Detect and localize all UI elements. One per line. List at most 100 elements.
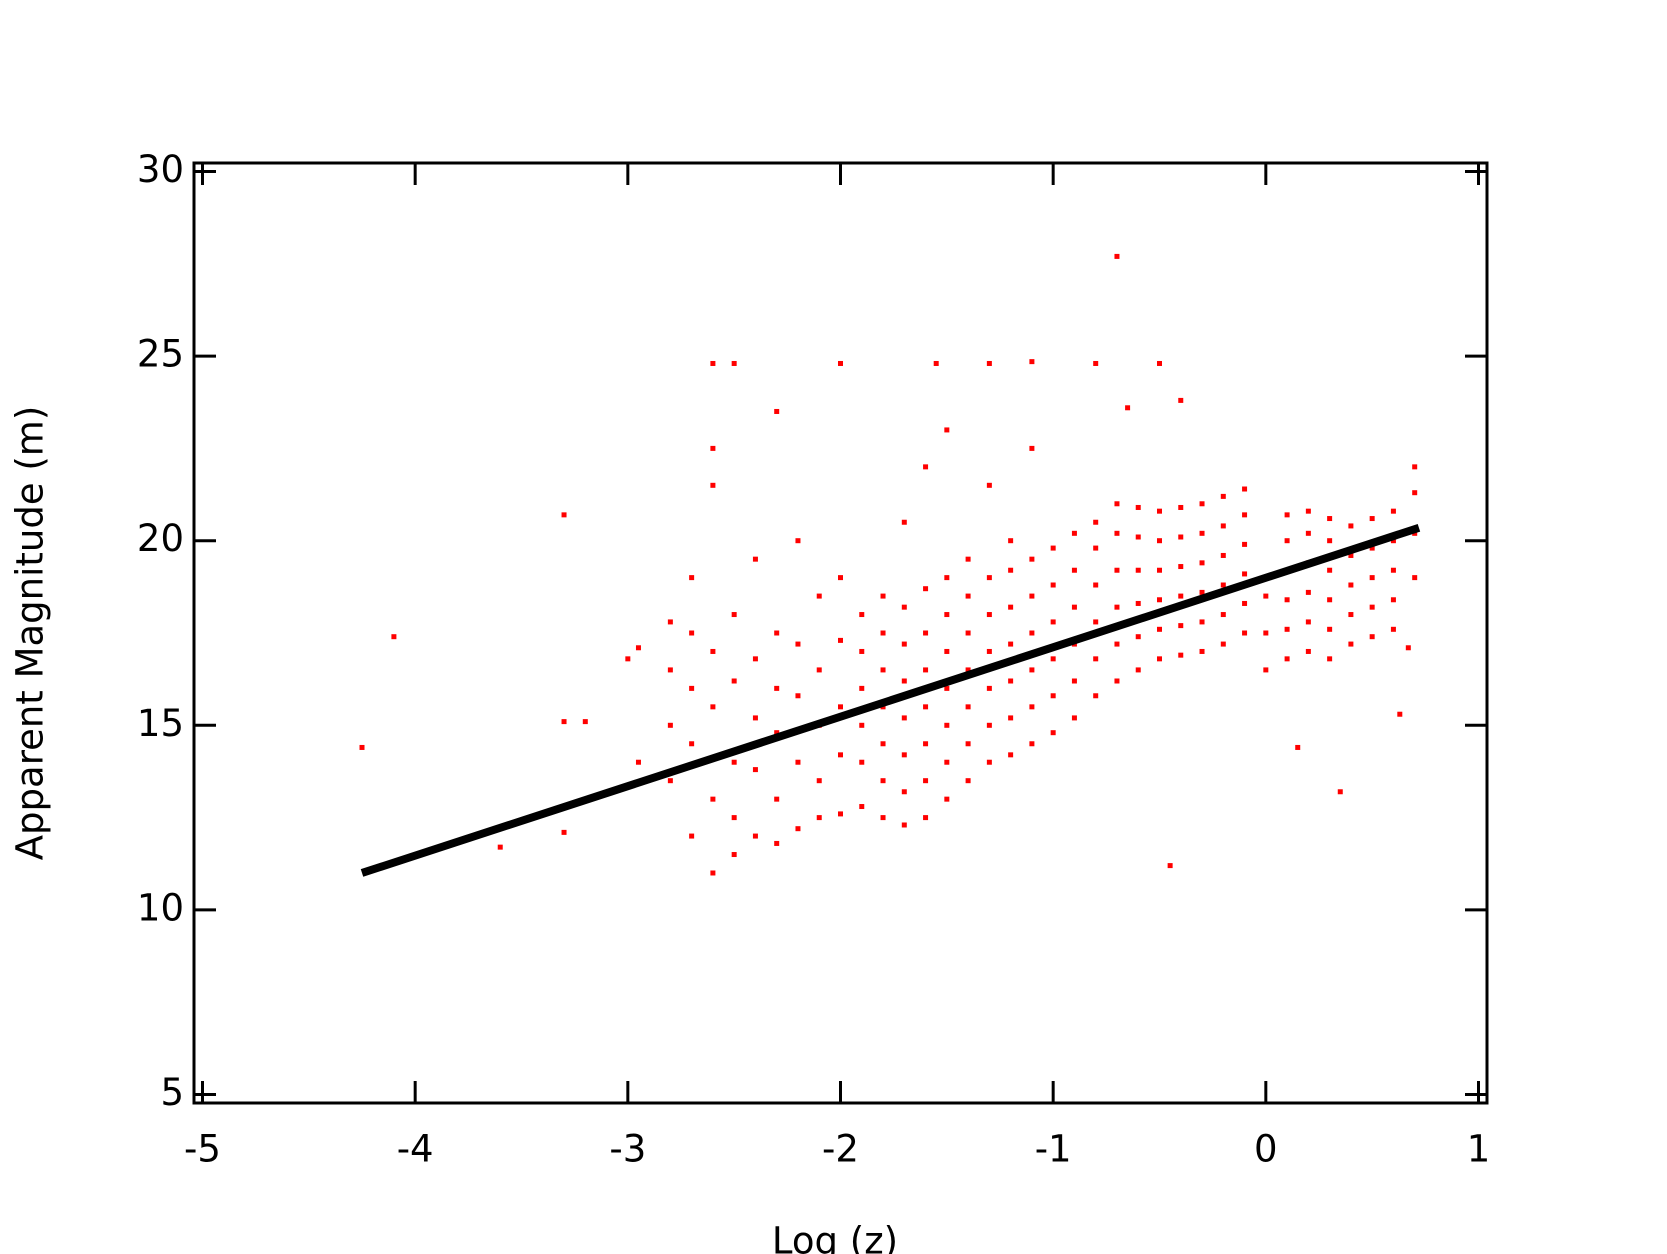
point xyxy=(1050,619,1056,625)
x-axis-label: Log (z) xyxy=(772,1220,898,1254)
point xyxy=(944,796,950,802)
point xyxy=(816,667,822,673)
point xyxy=(838,704,843,710)
y-tick-label: 15 xyxy=(137,702,184,745)
plot-frame xyxy=(192,161,1489,1105)
point xyxy=(880,667,886,673)
point xyxy=(795,693,801,699)
point xyxy=(667,667,673,673)
point xyxy=(774,796,780,802)
point xyxy=(752,656,758,662)
point xyxy=(1284,626,1290,632)
point xyxy=(901,822,907,828)
point xyxy=(1199,501,1205,507)
point xyxy=(1156,626,1162,632)
point xyxy=(1390,508,1396,514)
point xyxy=(880,815,886,821)
point xyxy=(1167,863,1173,869)
point xyxy=(774,408,780,414)
point xyxy=(1071,715,1077,721)
x-tick-label: -2 xyxy=(822,1128,859,1171)
point xyxy=(1242,541,1248,547)
point xyxy=(1050,656,1056,662)
point xyxy=(752,556,758,562)
point xyxy=(1135,667,1141,673)
point xyxy=(1263,593,1269,599)
point xyxy=(944,685,950,691)
point xyxy=(1071,567,1077,573)
point xyxy=(1242,512,1248,518)
point xyxy=(965,778,971,784)
fit-line xyxy=(360,523,1421,877)
point xyxy=(1008,604,1014,610)
point xyxy=(1327,656,1333,662)
point xyxy=(1071,604,1077,610)
point xyxy=(359,744,365,750)
point xyxy=(1390,567,1396,573)
point xyxy=(1114,530,1120,536)
point xyxy=(689,575,695,581)
point xyxy=(1305,619,1311,625)
point xyxy=(1071,530,1077,536)
point xyxy=(944,427,950,433)
point xyxy=(1337,789,1343,795)
point xyxy=(901,519,907,525)
point xyxy=(1178,504,1184,510)
point xyxy=(1242,486,1248,492)
point xyxy=(1390,626,1396,632)
y-axis-label: Apparent Magnitude (m) xyxy=(9,406,52,861)
point xyxy=(1135,600,1141,606)
point xyxy=(1305,508,1311,514)
point xyxy=(667,619,673,625)
x-tick-label: -4 xyxy=(397,1128,434,1171)
point xyxy=(1199,530,1205,536)
point xyxy=(1008,752,1014,758)
point xyxy=(1348,523,1354,529)
x-tick-label: 1 xyxy=(1467,1128,1491,1171)
point xyxy=(1348,612,1354,618)
x-tick-label: 0 xyxy=(1254,1128,1278,1171)
point xyxy=(561,512,567,518)
point xyxy=(1156,656,1162,662)
point xyxy=(731,678,737,684)
point xyxy=(1348,582,1354,588)
point xyxy=(635,645,641,651)
y-tick-label: 25 xyxy=(137,333,184,376)
point xyxy=(859,722,865,728)
point xyxy=(923,667,929,673)
point xyxy=(1327,626,1333,632)
point xyxy=(986,685,992,691)
point xyxy=(710,796,716,802)
point xyxy=(1135,504,1141,510)
point xyxy=(391,634,397,640)
point xyxy=(1178,623,1184,629)
point xyxy=(1199,560,1205,566)
point xyxy=(816,815,822,821)
point xyxy=(1242,600,1248,606)
y-tick-label: 10 xyxy=(137,886,184,929)
point xyxy=(986,648,992,654)
point xyxy=(1008,641,1014,647)
point xyxy=(965,593,971,599)
point xyxy=(1029,593,1035,599)
point xyxy=(710,482,716,488)
point xyxy=(795,759,801,765)
point xyxy=(1156,538,1162,544)
point xyxy=(1284,597,1290,603)
x-tick-label: -5 xyxy=(184,1128,221,1171)
point xyxy=(923,586,929,592)
point xyxy=(986,722,992,728)
point xyxy=(752,833,758,839)
point xyxy=(1050,582,1056,588)
point xyxy=(1029,359,1035,365)
y-tick-label: 20 xyxy=(137,517,184,560)
point xyxy=(1327,516,1333,522)
point xyxy=(944,575,950,581)
point xyxy=(1093,545,1099,551)
point xyxy=(774,840,780,846)
point xyxy=(1156,360,1162,366)
point xyxy=(933,360,939,366)
point xyxy=(1369,545,1375,551)
point xyxy=(1220,641,1226,647)
point xyxy=(561,829,567,835)
